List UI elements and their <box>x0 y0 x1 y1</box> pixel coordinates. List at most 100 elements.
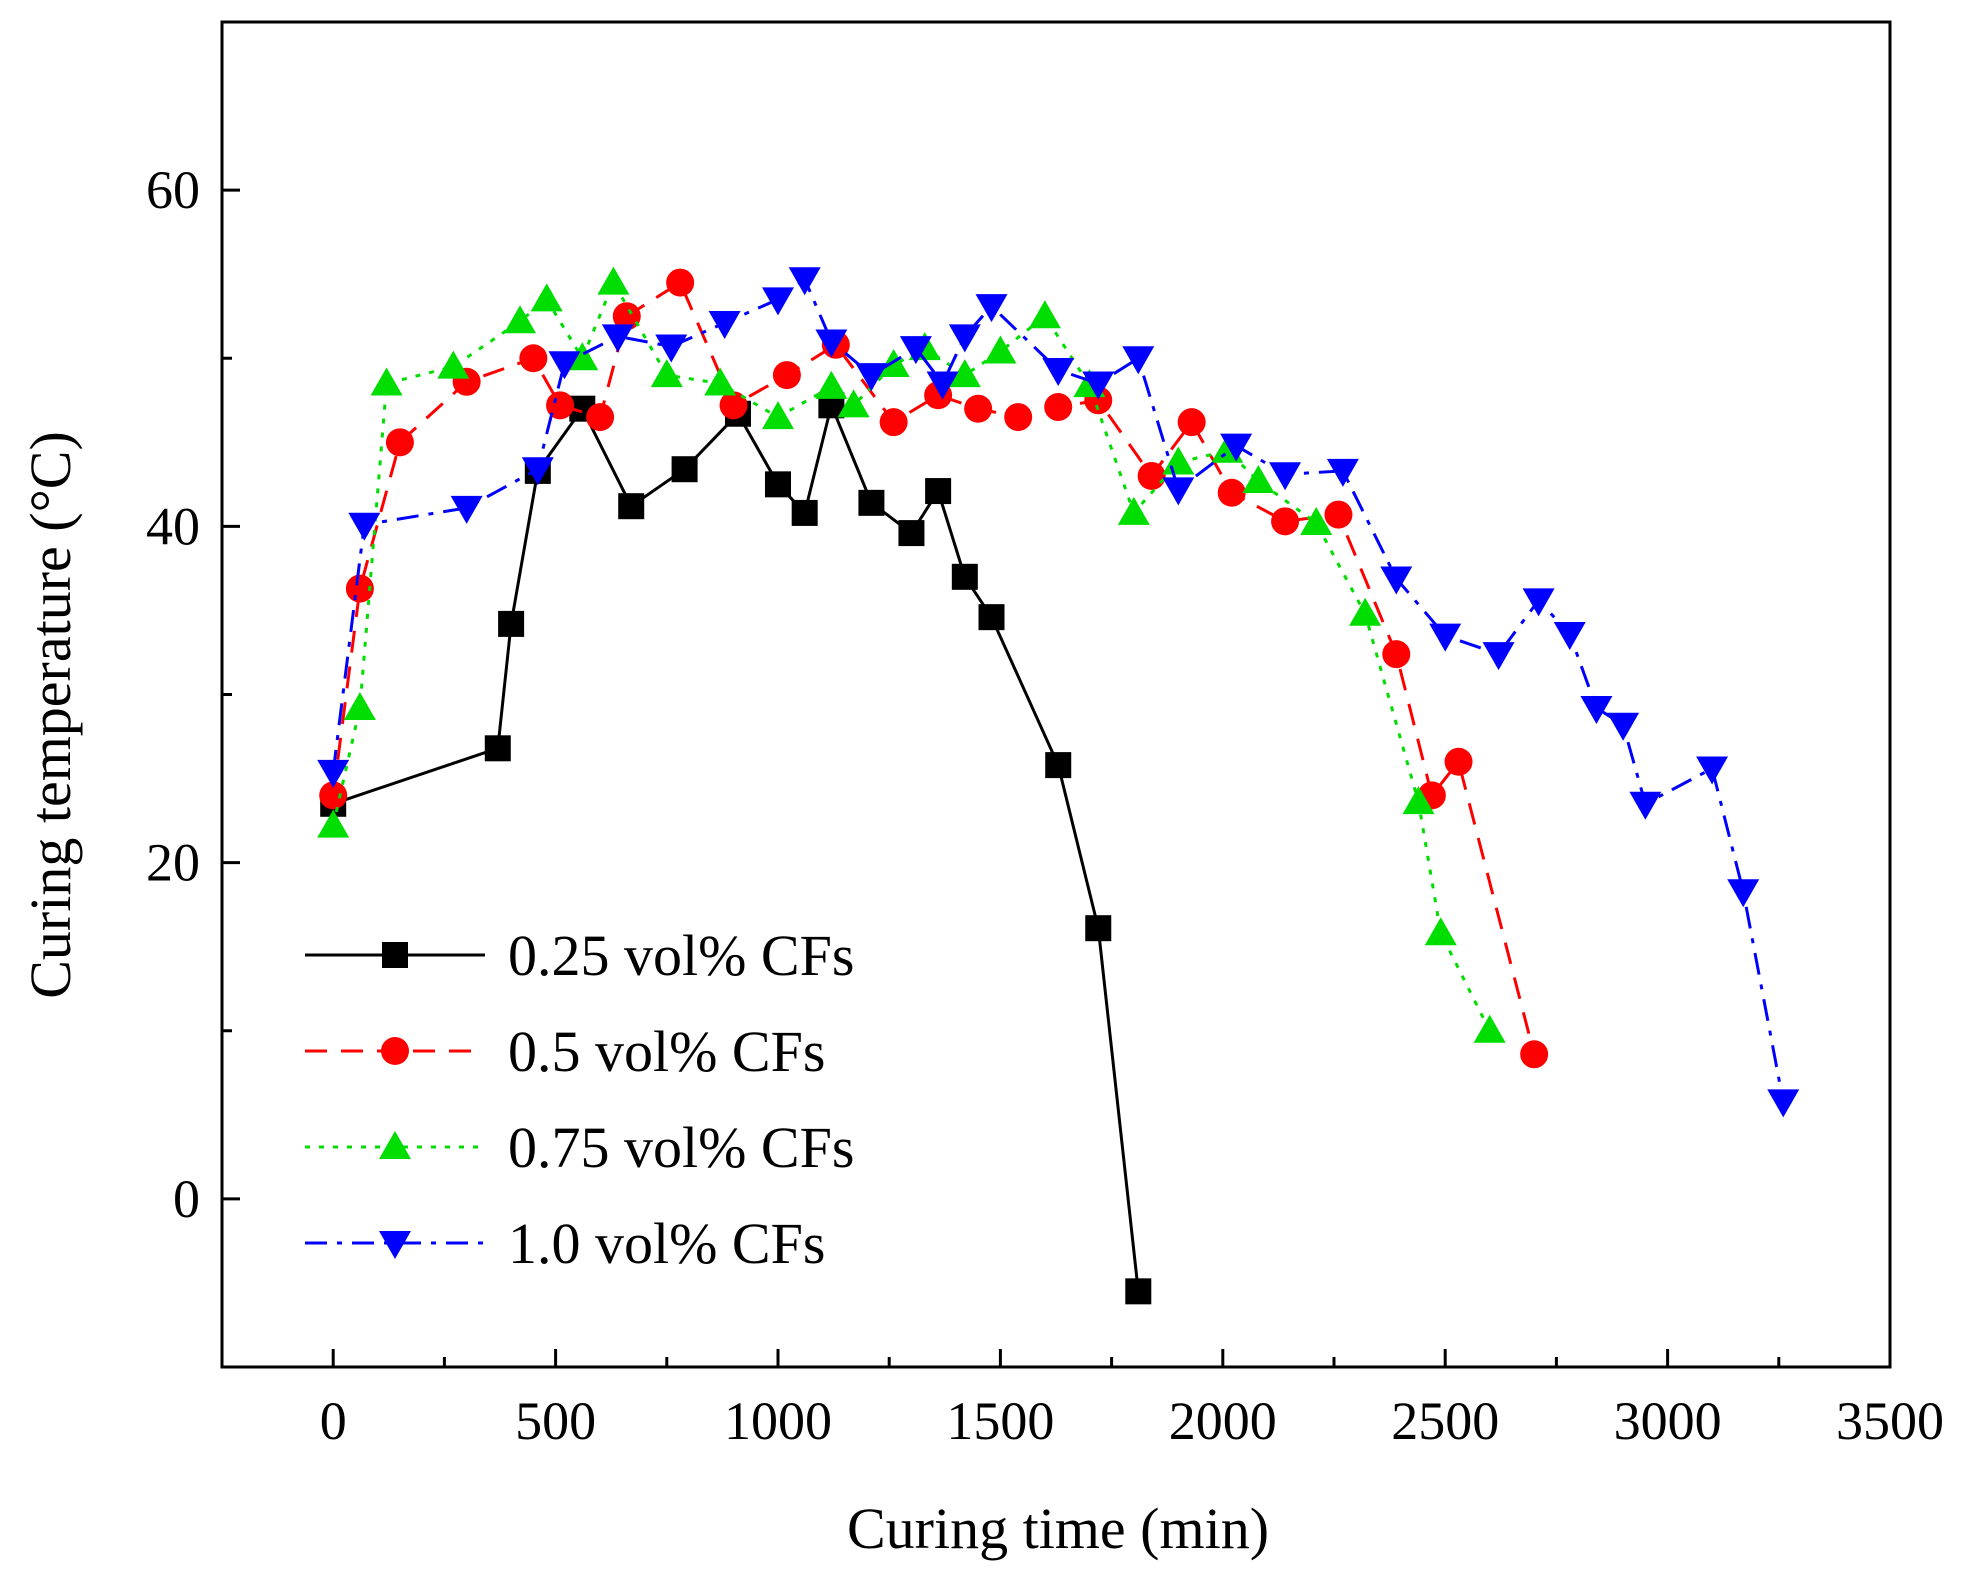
data-point <box>1217 478 1246 507</box>
data-point <box>666 268 695 297</box>
data-point <box>1162 477 1195 506</box>
data-point <box>1117 496 1150 525</box>
data-point <box>317 809 350 838</box>
legend-label: 0.25 vol% CFs <box>508 923 854 988</box>
data-point <box>601 324 634 353</box>
data-point <box>1482 642 1515 671</box>
data-point <box>1300 507 1333 536</box>
data-point <box>978 604 1005 631</box>
data-point <box>618 493 645 520</box>
legend-marker <box>381 1037 409 1065</box>
data-point <box>951 563 978 590</box>
data-point <box>1727 879 1760 908</box>
data-point <box>948 359 981 388</box>
data-point <box>1424 917 1457 946</box>
data-point <box>879 408 908 437</box>
legend-label: 1.0 vol% CFs <box>508 1211 825 1276</box>
legend-label: 0.75 vol% CFs <box>508 1115 854 1180</box>
data-point <box>815 329 848 358</box>
data-point <box>655 334 688 363</box>
data-point <box>1380 566 1413 595</box>
data-point <box>1607 712 1640 741</box>
y-axis-label: Curing temperature (°C) <box>18 431 83 999</box>
y-tick-label: 40 <box>146 496 200 556</box>
data-point <box>719 391 748 420</box>
data-point <box>765 471 791 498</box>
x-tick-label: 2500 <box>1391 1391 1499 1451</box>
data-point <box>1522 588 1555 617</box>
data-point <box>1220 433 1253 462</box>
x-tick-label: 0 <box>320 1391 347 1451</box>
x-tick-label: 500 <box>515 1391 596 1451</box>
data-point <box>317 759 350 788</box>
data-point <box>791 499 818 526</box>
data-point <box>586 403 615 432</box>
y-tick-label: 60 <box>146 160 200 220</box>
data-point <box>1045 752 1072 779</box>
data-point <box>1767 1089 1800 1118</box>
legend-marker <box>382 942 408 968</box>
legend-item: 0.5 vol% CFs <box>305 1019 825 1084</box>
data-point <box>1553 621 1586 650</box>
data-point <box>597 266 630 295</box>
legend-marker <box>379 1131 411 1159</box>
data-point <box>925 478 952 505</box>
series-3 <box>317 266 1506 1043</box>
data-point <box>948 324 981 353</box>
data-point <box>788 267 821 296</box>
data-point <box>348 512 381 541</box>
data-point <box>1696 756 1729 785</box>
legend-item: 1.0 vol% CFs <box>305 1211 825 1276</box>
data-point <box>1082 371 1115 400</box>
data-point <box>1177 408 1206 437</box>
data-point <box>708 310 741 339</box>
x-tick-label: 3500 <box>1836 1391 1944 1451</box>
data-point <box>1085 915 1112 942</box>
data-point <box>1269 462 1302 491</box>
data-point <box>671 456 698 483</box>
data-point <box>437 350 470 379</box>
data-point <box>1242 464 1275 493</box>
legend-item: 0.25 vol% CFs <box>305 923 854 988</box>
series-line <box>331 281 1492 1032</box>
data-point <box>498 610 525 637</box>
data-point <box>546 391 575 420</box>
series-2 <box>319 268 1549 1069</box>
x-tick-label: 2000 <box>1169 1391 1277 1451</box>
x-axis-label: Curing time (min) <box>847 1496 1269 1561</box>
data-point <box>650 359 683 388</box>
data-point <box>1473 1014 1506 1043</box>
x-tick-label: 1500 <box>946 1391 1054 1451</box>
data-point <box>1429 623 1462 652</box>
data-point <box>1402 786 1435 815</box>
data-point <box>815 370 848 399</box>
data-point <box>926 371 959 400</box>
data-point <box>1044 393 1073 422</box>
legend-label: 0.5 vol% CFs <box>508 1019 825 1084</box>
data-point <box>964 394 993 423</box>
axes: 0 500 1000 1500 2000 2500 3000 3500 0 20 40 60 <box>146 20 1944 1451</box>
data-point <box>1326 458 1359 487</box>
data-point <box>1271 507 1300 536</box>
data-point <box>762 287 794 316</box>
data-point <box>1137 461 1166 490</box>
data-point <box>858 489 885 516</box>
x-tick-label: 1000 <box>724 1391 832 1451</box>
data-point <box>975 294 1008 323</box>
data-point <box>1349 597 1382 626</box>
data-point <box>1004 403 1033 432</box>
data-point <box>345 574 374 603</box>
data-point <box>1444 747 1473 776</box>
series-line <box>331 277 1785 1102</box>
data-point <box>1382 640 1411 669</box>
plot-frame <box>220 20 1892 1369</box>
data-point <box>612 302 641 331</box>
data-point <box>521 457 554 486</box>
data-point <box>762 401 794 430</box>
data-point <box>450 495 483 524</box>
data-point <box>370 367 403 396</box>
data-point <box>1028 300 1061 329</box>
data-point <box>519 344 548 373</box>
data-point <box>1042 358 1075 387</box>
